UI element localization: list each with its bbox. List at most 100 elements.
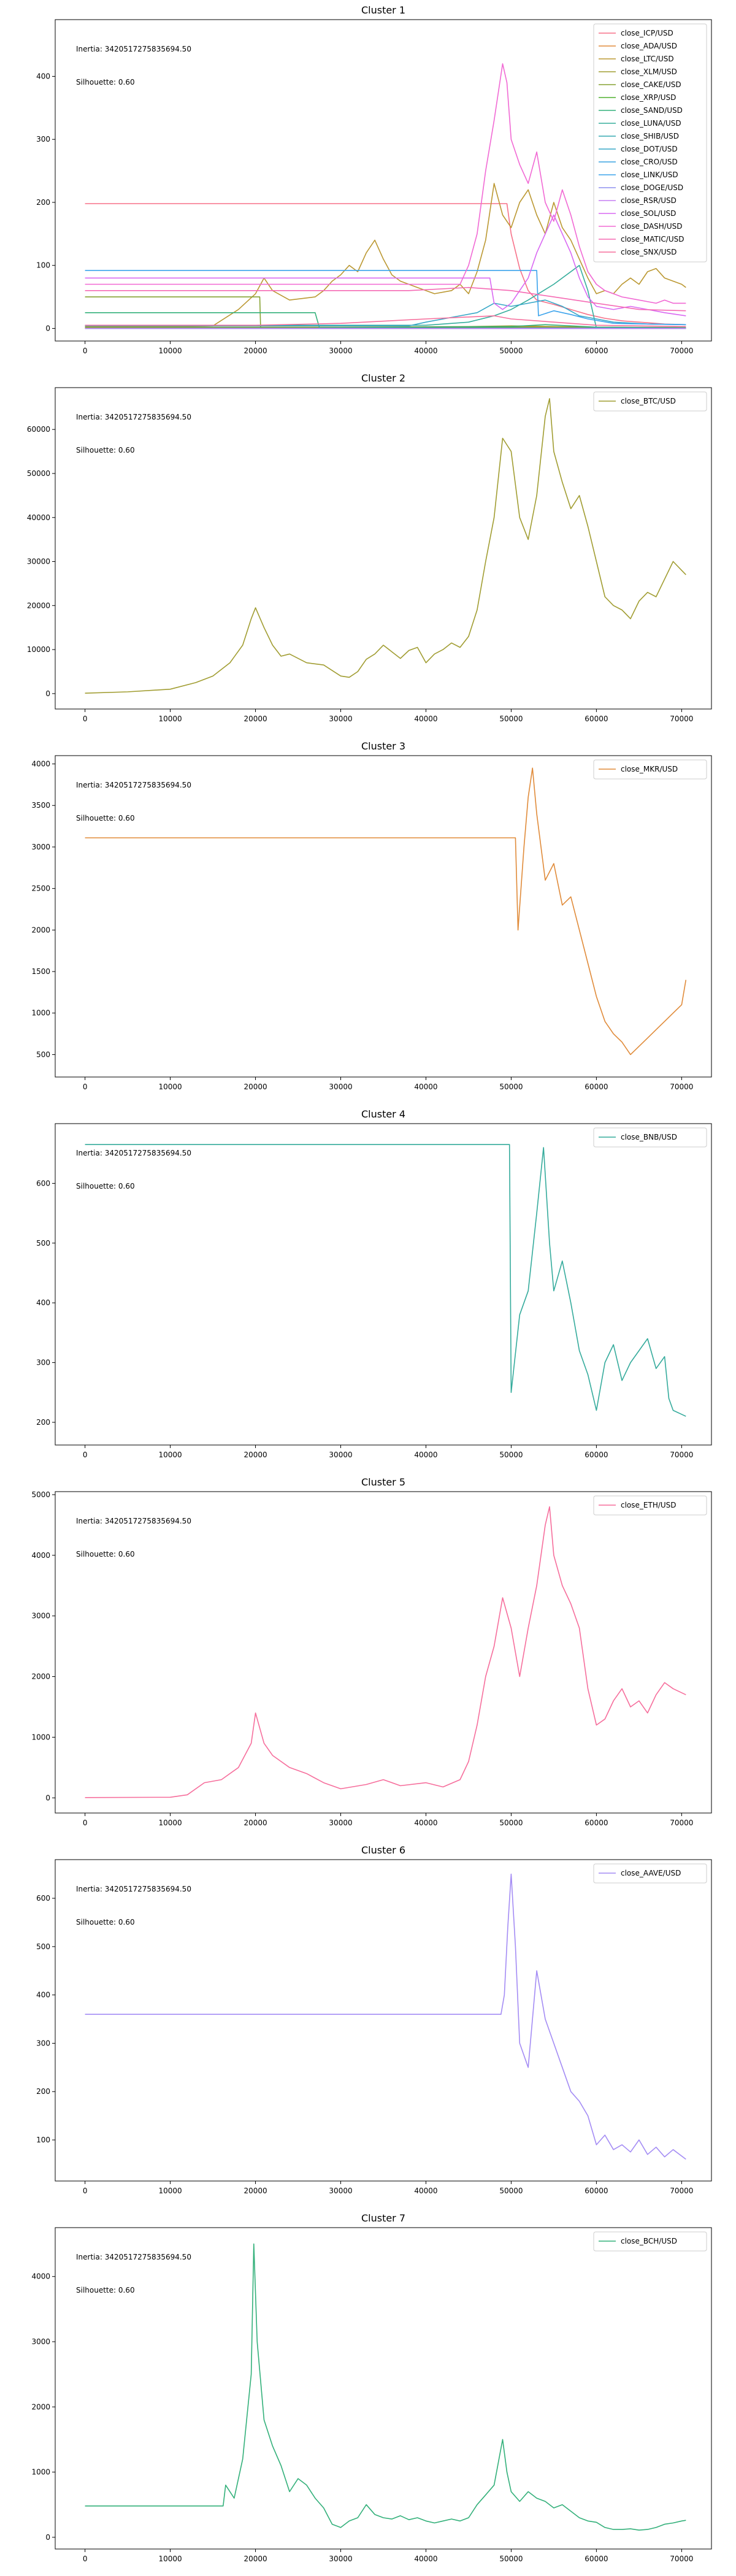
y-tick-label: 1500: [31, 967, 50, 976]
x-tick-label: 20000: [243, 1083, 267, 1091]
x-tick-label: 50000: [499, 1083, 523, 1091]
series-line-close-sol-usd: [85, 214, 686, 316]
silhouette-annotation: Silhouette: 0.60: [76, 1182, 135, 1190]
x-tick-label: 10000: [159, 1819, 182, 1827]
legend-label: close_BCH/USD: [621, 2237, 677, 2245]
x-tick-label: 70000: [670, 1083, 693, 1091]
series-group: [85, 63, 686, 329]
y-tick-label: 0: [45, 2533, 50, 2542]
y-tick-label: 2000: [31, 2402, 50, 2411]
chart-title: Cluster 1: [361, 4, 405, 16]
legend-label: close_AAVE/USD: [621, 1869, 681, 1877]
legend-label: close_SHIB/USD: [621, 132, 679, 140]
series-line-close-sand-usd: [85, 312, 686, 329]
legend-label: close_ETH/USD: [621, 1501, 677, 1509]
legend: close_BNB/USD: [593, 1127, 707, 1148]
y-tick-label: 40000: [27, 513, 50, 522]
y-tick-label: 20000: [27, 601, 50, 610]
y-tick-label: 200: [36, 2087, 50, 2096]
y-tick-label: 3000: [31, 1612, 50, 1620]
x-tick-label: 10000: [159, 347, 182, 355]
x-tick-label: 0: [83, 1451, 88, 1459]
x-tick-label: 30000: [329, 1451, 352, 1459]
y-tick-label: 500: [36, 1239, 50, 1248]
subplot-cluster-6: Cluster 6 0 10000 20000 30000 40000 50000 60000…: [36, 1844, 712, 2195]
x-tick-label: 30000: [329, 347, 352, 355]
legend-label: close_MATIC/USD: [621, 235, 684, 243]
axes-frame: [55, 1123, 712, 1446]
series-group: [85, 1873, 686, 2160]
x-tick-label: 70000: [670, 347, 693, 355]
y-tick-label: 400: [36, 72, 50, 80]
y-tick-label: 4000: [31, 1551, 50, 1560]
y-tick-label: 0: [45, 689, 50, 698]
x-tick-label: 30000: [329, 2555, 352, 2563]
inertia-annotation: Inertia: 3420517275835694.50: [76, 413, 191, 421]
legend: close_ETH/USD: [593, 1495, 707, 1516]
x-tick-label: 50000: [499, 1819, 523, 1827]
inertia-annotation: Inertia: 3420517275835694.50: [76, 1885, 191, 1893]
legend: close_AAVE/USD: [593, 1863, 707, 1884]
x-tick-label: 0: [83, 1819, 88, 1827]
y-tick-label: 2000: [31, 926, 50, 934]
y-tick-label: 3500: [31, 801, 50, 810]
x-tick-label: 70000: [670, 1451, 693, 1459]
series-line-close-link-usd: [85, 270, 686, 326]
legend-label: close_ADA/USD: [621, 42, 677, 50]
series-group: [85, 1506, 686, 1798]
x-tick-label: 10000: [159, 1451, 182, 1459]
legend: close_BTC/USD: [593, 391, 707, 412]
subplot-cluster-2: Cluster 2 0 10000 20000 30000 40000 50000 60000…: [27, 372, 712, 723]
legend-label: close_SAND/USD: [621, 106, 683, 115]
y-tick-label: 10000: [27, 645, 50, 654]
series-line-close-bnb-usd: [85, 1144, 686, 1417]
y-tick-label: 2000: [31, 1673, 50, 1681]
silhouette-annotation: Silhouette: 0.60: [76, 2286, 135, 2294]
legend-label: close_DASH/USD: [621, 222, 682, 231]
legend-label: close_SNX/USD: [621, 248, 677, 256]
y-tick-label: 600: [36, 1894, 50, 1903]
y-tick-label: 500: [36, 1050, 50, 1059]
subplot-cluster-1: Cluster 1 0 10000 20000 30000 40000 50000 60000…: [36, 4, 712, 355]
y-tick-label: 1000: [31, 2468, 50, 2477]
series-group: [85, 2243, 686, 2531]
x-tick-label: 10000: [159, 2555, 182, 2563]
subplot-cluster-4: Cluster 4 0 10000 20000 30000 40000 50000 60000…: [36, 1108, 712, 1459]
legend-label: close_XLM/USD: [621, 67, 677, 76]
y-tick-label: 400: [36, 1298, 50, 1307]
x-tick-label: 10000: [159, 2187, 182, 2195]
series-line-close-icp-usd: [85, 203, 686, 326]
legend-box: [593, 1863, 707, 1884]
chart-title: Cluster 6: [361, 1844, 405, 1856]
x-tick-label: 60000: [585, 715, 608, 723]
legend: close_BCH/USD: [593, 2231, 707, 2252]
axes-frame: [55, 19, 712, 342]
axes-frame: [55, 755, 712, 1078]
x-tick-label: 40000: [414, 2555, 437, 2563]
x-tick-label: 0: [83, 2187, 88, 2195]
y-tick-label: 100: [36, 261, 50, 270]
x-tick-label: 70000: [670, 715, 693, 723]
y-tick-label: 30000: [27, 558, 50, 566]
series-line-close-bch-usd: [85, 2243, 686, 2531]
y-tick-label: 500: [36, 1942, 50, 1951]
legend-label: close_LTC/USD: [621, 55, 674, 63]
inertia-annotation: Inertia: 3420517275835694.50: [76, 1517, 191, 1525]
axes-frame: [55, 2227, 712, 2550]
inertia-annotation: Inertia: 3420517275835694.50: [76, 45, 191, 53]
legend-box: [593, 391, 707, 412]
x-tick-label: 30000: [329, 715, 352, 723]
x-tick-label: 10000: [159, 715, 182, 723]
series-line-close-mkr-usd: [85, 767, 687, 1056]
series-line-close-dash-usd: [85, 63, 686, 304]
chart-title: Cluster 7: [361, 2212, 405, 2224]
x-tick-label: 0: [83, 1083, 88, 1091]
silhouette-annotation: Silhouette: 0.60: [76, 1918, 135, 1926]
x-tick-label: 40000: [414, 347, 437, 355]
x-tick-label: 60000: [585, 2555, 608, 2563]
y-tick-label: 4000: [31, 2272, 50, 2281]
x-tick-label: 60000: [585, 1451, 608, 1459]
legend-box: [593, 2231, 707, 2252]
x-tick-label: 60000: [585, 1083, 608, 1091]
